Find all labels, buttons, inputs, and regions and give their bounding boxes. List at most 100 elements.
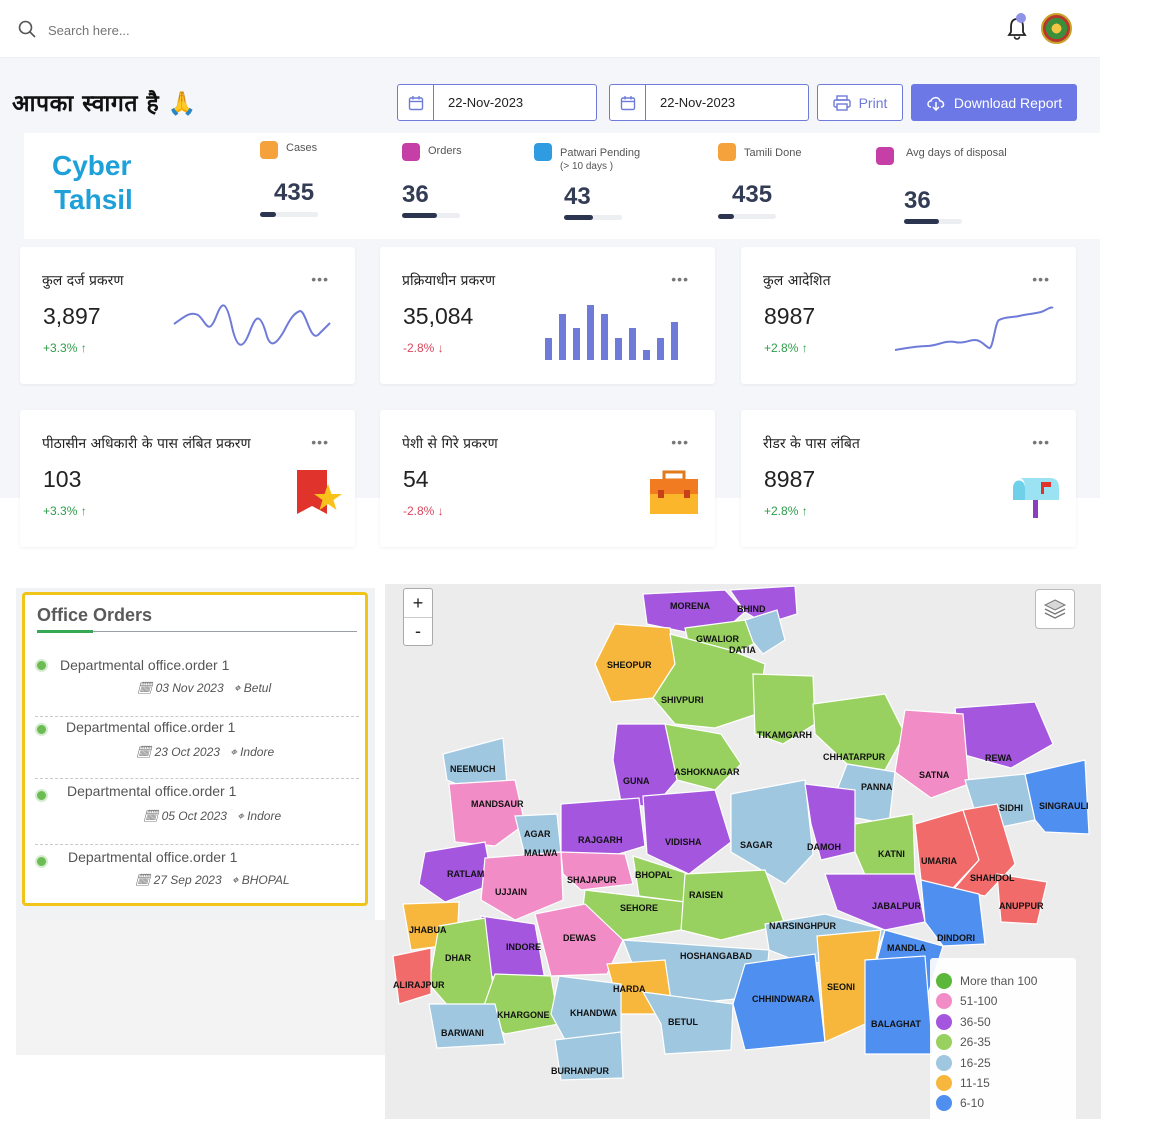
office-order-text: Departmental office.order 1 — [68, 849, 238, 865]
legend-item: 26-35 — [936, 1033, 991, 1051]
district-label: NEEMUCH — [450, 764, 496, 774]
stat-progress — [260, 212, 318, 217]
office-order-item[interactable]: Departmental office.order 1 🗓 23 Oct 202… — [35, 713, 359, 779]
district-label: INDORE — [506, 942, 541, 952]
district-label: DINDORI — [937, 933, 975, 943]
district-label: TIKAMGARH — [757, 730, 812, 740]
card-pending-reader[interactable]: रीडर के पास लंबित ••• 8987 +2.8% ↑ — [741, 410, 1076, 547]
card-value: 8987 — [764, 466, 816, 492]
print-button[interactable]: Print — [817, 84, 903, 121]
download-report-label: Download Report — [953, 94, 1063, 111]
brand-title: Cyber Tahsil — [52, 149, 133, 217]
district-label: NARSINGHPUR — [769, 921, 837, 931]
card-value: 103 — [43, 466, 82, 492]
government-logo[interactable] — [1041, 13, 1072, 44]
office-orders-footer-area — [16, 920, 385, 1055]
card-total-cases[interactable]: कुल दर्ज प्रकरण ••• 3,897 +3.3% ↑ — [20, 247, 355, 384]
district-label: KHANDWA — [570, 1008, 617, 1018]
office-order-date: 05 Oct 2023 — [161, 809, 227, 823]
stat-progress — [718, 214, 776, 219]
district-label: CHHINDWARA — [752, 994, 815, 1004]
stat-value: 435 — [274, 179, 315, 206]
stat-value: 36 — [904, 187, 931, 214]
district-label: REWA — [985, 753, 1013, 763]
district-label: DHAR — [445, 953, 471, 963]
notification-dot — [1016, 13, 1026, 23]
map-layers-button[interactable] — [1035, 589, 1075, 629]
district-label: SAGAR — [740, 840, 773, 850]
card-change: +3.3% ↑ — [43, 341, 87, 355]
district-label: MANDLA — [887, 943, 926, 953]
tamili-icon — [718, 143, 736, 161]
zoom-in-button[interactable]: + — [412, 592, 424, 613]
card-processing-cases[interactable]: प्रक्रियाधीन प्रकरण ••• 35,084 -2.8% ↓ — [380, 247, 715, 384]
location-pin-icon: ⌖ — [236, 809, 244, 823]
legend-swatch — [936, 973, 952, 989]
district-label: SATNA — [919, 770, 950, 780]
district-label: CHHATARPUR — [823, 752, 886, 762]
calendar-icon — [398, 85, 434, 120]
district-label: SINGRAULI — [1039, 801, 1089, 811]
card-value: 35,084 — [403, 303, 474, 329]
stat-label: Patwari Pending — [560, 147, 641, 159]
calendar-icon — [610, 85, 646, 120]
district-labels: MORENA BHIND GWALIOR DATIA SHEOPUR SHIVP… — [393, 601, 1089, 1076]
office-order-item[interactable]: Departmental office.order 1 🗓 27 Sep 202… — [35, 845, 359, 911]
district-label: BHIND — [737, 604, 766, 614]
date-to-picker[interactable]: 22-Nov-2023 — [609, 84, 809, 121]
brand-line-1: Cyber — [52, 150, 132, 181]
legend-label: More than 100 — [960, 974, 1038, 988]
download-report-button[interactable]: Download Report — [911, 84, 1077, 121]
district-label: SHEOPUR — [607, 660, 652, 670]
card-change: +2.8% ↑ — [764, 504, 808, 518]
legend-item: More than 100 — [936, 972, 1037, 990]
district-label: GUNA — [623, 776, 650, 786]
district-label: SIDHI — [999, 803, 1023, 813]
stat-progress — [564, 215, 622, 220]
more-options-icon[interactable]: ••• — [671, 434, 689, 450]
date-from-value: 22-Nov-2023 — [448, 95, 524, 110]
district-map-canvas: MORENA BHIND GWALIOR DATIA SHEOPUR SHIVP… — [392, 585, 1090, 1081]
card-total-ordered[interactable]: कुल आदेशित ••• 8987 +2.8% ↑ — [741, 247, 1076, 384]
stat-value: 435 — [732, 181, 773, 208]
more-options-icon[interactable]: ••• — [311, 434, 329, 450]
cloud-download-icon — [927, 96, 945, 111]
district-label: RATLAM — [447, 869, 484, 879]
more-options-icon[interactable]: ••• — [1032, 271, 1050, 287]
district-label: BARWANI — [441, 1028, 484, 1038]
bullet-icon — [35, 855, 48, 868]
office-order-item[interactable]: Departmental office.order 1 🗓 05 Oct 202… — [35, 779, 359, 845]
date-to-value: 22-Nov-2023 — [660, 95, 736, 110]
more-options-icon[interactable]: ••• — [311, 271, 329, 287]
bookmark-star-icon — [297, 470, 342, 514]
district-label: KHARGONE — [497, 1010, 550, 1020]
card-dropped-cases[interactable]: पेशी से गिरे प्रकरण ••• 54 -2.8% ↓ — [380, 410, 715, 547]
more-options-icon[interactable]: ••• — [1032, 434, 1050, 450]
more-options-icon[interactable]: ••• — [671, 271, 689, 287]
office-order-place: Indore — [247, 809, 282, 823]
legend-swatch — [936, 1014, 952, 1030]
legend-label: 6-10 — [960, 1096, 985, 1110]
district-label: RAJGARH — [578, 835, 623, 845]
card-pending-officer[interactable]: पीठासीन अधिकारी के पास लंबित प्रकरण ••• … — [20, 410, 355, 547]
district-label: UJJAIN — [495, 887, 527, 897]
legend-swatch — [936, 1034, 952, 1050]
district-label: HOSHANGABAD — [680, 951, 753, 961]
stat-label: Avg days of disposal — [906, 147, 1007, 159]
office-order-text: Departmental office.order 1 — [60, 657, 230, 673]
avg-days-icon — [876, 147, 894, 165]
legend-item: 36-50 — [936, 1013, 991, 1031]
legend-item: 11-15 — [936, 1074, 990, 1092]
card-title: प्रक्रियाधीन प्रकरण — [402, 273, 496, 289]
office-order-item[interactable]: Departmental office.order 1 🗓 03 Nov 202… — [35, 651, 359, 717]
district-label: RAISEN — [689, 890, 723, 900]
search-input[interactable] — [48, 18, 348, 42]
zoom-out-button[interactable]: - — [404, 617, 432, 645]
date-from-picker[interactable]: 22-Nov-2023 — [397, 84, 597, 121]
card-change: -2.8% ↓ — [403, 504, 444, 518]
legend-swatch — [936, 1075, 952, 1091]
office-order-text: Departmental office.order 1 — [67, 783, 237, 799]
district-label: SHAHDOL — [970, 873, 1015, 883]
layers-icon — [1043, 599, 1067, 619]
